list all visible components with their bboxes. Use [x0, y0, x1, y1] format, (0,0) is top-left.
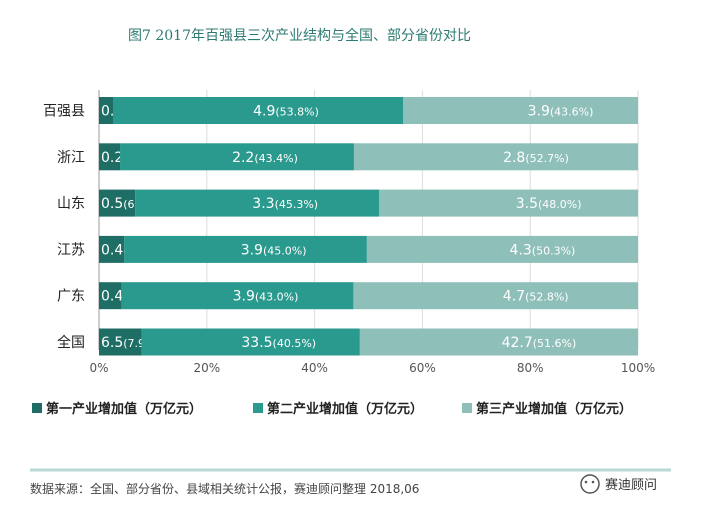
data-label: 3.5(48.0%) — [516, 196, 582, 212]
x-tick-label: 80% — [517, 361, 544, 375]
legend-swatch — [32, 403, 42, 413]
category-label: 山东 — [57, 196, 85, 212]
bar-segment — [366, 235, 638, 263]
bar-segment — [402, 97, 638, 124]
grid-lines — [98, 90, 639, 350]
bar-segment — [120, 143, 354, 171]
data-label: 33.5(40.5%) — [241, 335, 316, 351]
bar-segment — [379, 189, 638, 217]
x-tick-label: 100% — [621, 361, 655, 375]
wechat-icon-eye-right — [591, 480, 595, 484]
legend-label: 第一产业增加值（万亿元） — [46, 401, 202, 417]
bar-segment — [99, 189, 136, 217]
data-label: 3.9(45.0%) — [241, 242, 307, 258]
category-label: 浙江 — [57, 150, 85, 166]
bars-group: 0.2(2.6%)4.9(53.8%)3.9(43.6%)0.2(3.9%)2.… — [99, 97, 638, 356]
data-label: 2.2(43.4%) — [232, 150, 298, 166]
x-tick-label: 40% — [301, 361, 328, 375]
wechat-icon-eye-left — [584, 480, 588, 484]
bar-segment — [99, 235, 125, 263]
data-label: 3.3(45.3%) — [252, 196, 318, 212]
data-label: 4.3(50.3%) — [510, 242, 576, 258]
category-label: 广东 — [57, 289, 85, 305]
bar-segment — [99, 143, 121, 171]
legend-label: 第三产业增加值（万亿元） — [476, 401, 632, 417]
bar-segment — [141, 328, 360, 356]
x-tick-label: 20% — [193, 361, 220, 375]
legend: 第一产业增加值（万亿元） 第二产业增加值（万亿元） 第三产业增加值（万亿元） — [32, 401, 632, 417]
data-label: 42.7(51.6%) — [502, 335, 577, 351]
category-label: 江苏 — [57, 242, 85, 258]
legend-swatch — [253, 403, 263, 413]
bar-segment — [353, 143, 638, 171]
brand-logo: 赛迪顾问 — [580, 474, 657, 494]
bar-segment — [124, 235, 367, 263]
bar-segment — [359, 328, 638, 356]
data-label: 4.7(52.8%) — [503, 289, 569, 305]
bar-segment — [121, 282, 354, 310]
x-tick-labels: 0% 20% 40% 60% 80% 100% — [89, 361, 655, 375]
brand-name: 赛迪顾问 — [605, 477, 657, 493]
bar-segment — [353, 282, 638, 310]
x-tick-label: 60% — [409, 361, 436, 375]
data-label: 4.9(53.8%) — [253, 104, 319, 120]
category-label: 全国 — [57, 334, 85, 351]
legend-swatch — [462, 403, 472, 413]
bar-segment — [99, 328, 142, 356]
source-note: 数据来源：全国、部分省份、县域相关统计公报，赛迪顾问整理 2018,06 — [30, 481, 419, 496]
bar-segment — [113, 97, 403, 124]
data-label: 3.9(43.0%) — [233, 289, 299, 305]
data-label: 3.9(43.6%) — [528, 104, 594, 120]
bar-segment — [99, 97, 114, 124]
wechat-icon — [580, 474, 600, 494]
category-label: 百强县 — [43, 104, 85, 120]
bar-segment — [99, 282, 122, 310]
data-label: 2.8(52.7%) — [503, 150, 569, 166]
x-tick-label: 0% — [89, 361, 108, 375]
chart-title: 图7 2017年百强县三次产业结构与全国、部分省份对比 — [128, 27, 471, 44]
bar-segment — [135, 189, 380, 217]
legend-label: 第二产业增加值（万亿元） — [267, 401, 423, 417]
